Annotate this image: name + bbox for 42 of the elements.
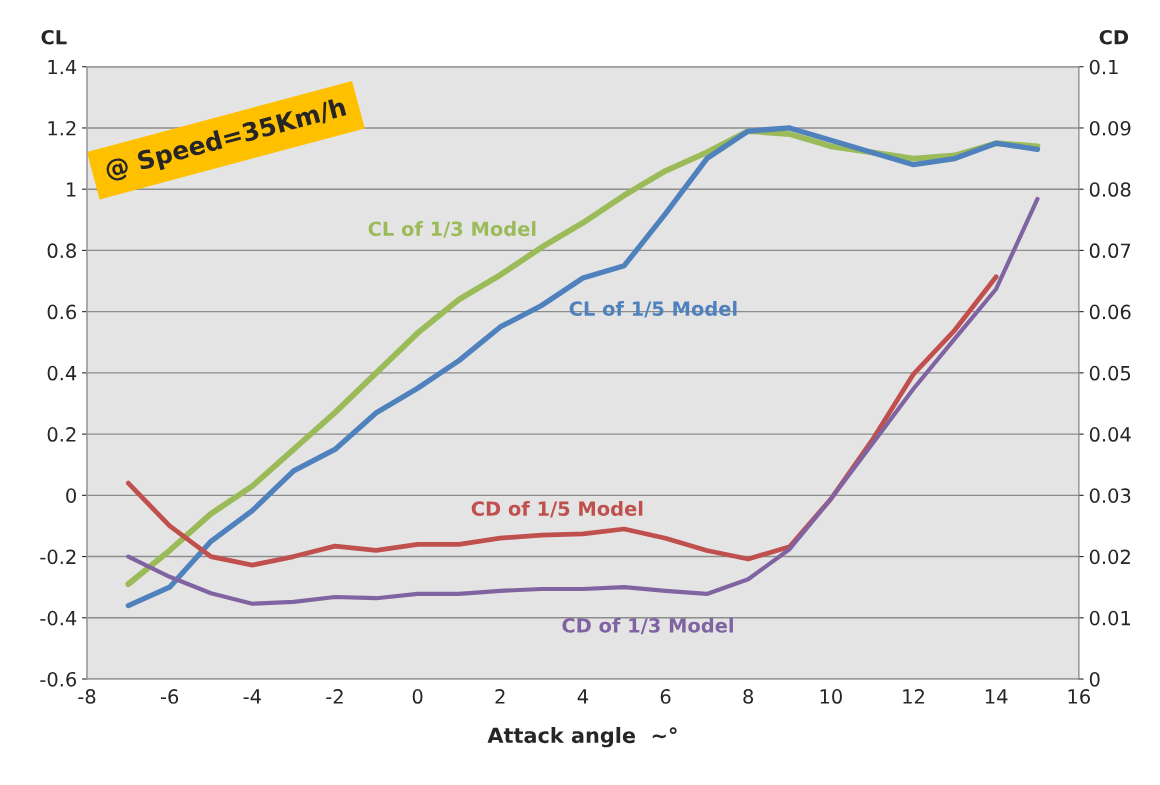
y2-tick-label: 0.02	[1089, 549, 1130, 565]
y-axis-title: CL	[41, 29, 67, 45]
x-tick-label: 8	[743, 689, 754, 704]
y-tick-label: 1.4	[48, 59, 77, 75]
y2-tick-label: 0.06	[1089, 304, 1131, 320]
x-tick-label: 14	[985, 689, 1008, 704]
y-tick-label: 1.2	[48, 120, 76, 136]
y2-tick-label: 0.04	[1089, 427, 1131, 442]
line-series	[126, 196, 1040, 606]
x-tick-label: 10	[820, 689, 842, 704]
y-tick-label: 0.4	[47, 365, 77, 381]
y-tick-label: -0.6	[40, 671, 77, 687]
x-tick-label: -8	[78, 689, 96, 704]
y-tick-label: 0.6	[47, 304, 77, 320]
y2-tick-label: 0	[1089, 671, 1100, 687]
y-tick-label: 0	[66, 488, 76, 503]
y2-tick-label: 0.08	[1089, 182, 1131, 197]
x-tick-label: -6	[160, 689, 179, 704]
y2-axis-title: CD	[1099, 29, 1129, 45]
x-tick-label: 2	[495, 689, 505, 704]
y2-tick-label: 0.1	[1089, 59, 1118, 75]
y-tick-label: 0.8	[47, 243, 76, 259]
x-tick-label: -4	[243, 689, 261, 704]
y2-tick-label: 0.09	[1089, 120, 1131, 136]
y2-tick-label: 0.05	[1089, 365, 1131, 381]
x-axis-title: Attack angle ∼°	[487, 727, 677, 748]
x-tick-label: 6	[660, 689, 671, 704]
y-tick-label: 0.2	[47, 427, 76, 442]
y2-tick-label: 0.07	[1089, 243, 1131, 259]
y-tick-label: -0.4	[40, 610, 77, 626]
y2-tick-label: 0.01	[1089, 610, 1131, 626]
x-tick-label: 12	[903, 689, 924, 704]
series-label: CD of 1/3 Model	[562, 617, 733, 635]
y-tick-label: -0.2	[40, 549, 76, 565]
x-tick-label: 16	[1068, 689, 1090, 704]
x-tick-label: 4	[577, 689, 588, 704]
y2-tick-label: 0.03	[1089, 488, 1131, 503]
x-tick-label: 0	[412, 689, 423, 704]
series-label: CD of 1/5 Model	[471, 500, 643, 518]
x-tick-label: -2	[326, 689, 343, 704]
series-label: CL of 1/3 Model	[368, 221, 536, 238]
y-tick-label: 1	[67, 182, 76, 197]
